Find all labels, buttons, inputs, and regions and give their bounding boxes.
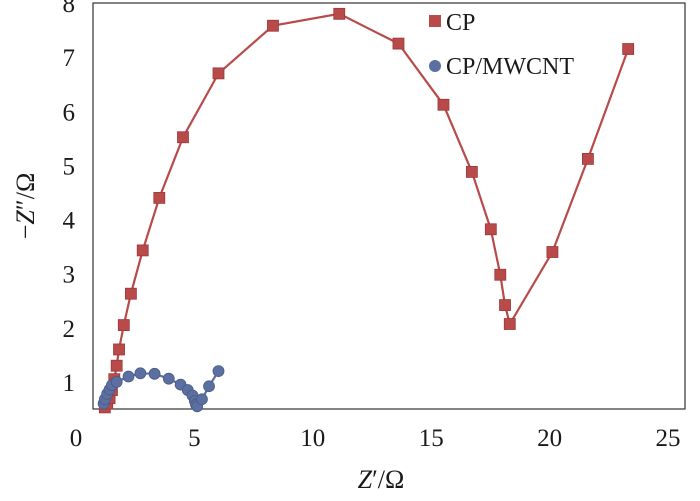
x-axis-title-unit: /Ω <box>378 465 405 494</box>
y-tick-label: 5 <box>63 153 76 180</box>
data-point-cp <box>622 43 635 55</box>
data-point-cp <box>333 7 346 20</box>
data-point-cp <box>177 131 189 144</box>
data-point-cp <box>499 299 511 311</box>
data-point-cp <box>503 318 516 330</box>
y-axis-title-minus: − <box>11 225 40 240</box>
y-tick-labels: 1 2 3 4 5 6 7 8 <box>63 0 76 397</box>
data-point-cp <box>113 343 125 356</box>
x-tick-label: 5 <box>188 425 201 452</box>
data-point-cp <box>110 359 123 372</box>
data-point-cp-mwcnt <box>122 370 135 383</box>
x-axis-title: Z′/Ω <box>358 465 405 494</box>
x-axis-title-prime: ′ <box>372 465 378 494</box>
data-point-cp-mwcnt <box>134 367 147 380</box>
data-point-cp <box>267 19 279 32</box>
x-tick-label: 25 <box>656 425 681 452</box>
y-axis-title: −Z″/Ω <box>11 173 40 240</box>
data-point-cp-mwcnt <box>212 365 225 378</box>
data-point-cp <box>153 191 166 204</box>
y-tick-label: 7 <box>63 45 76 72</box>
data-point-cp <box>582 153 594 165</box>
data-point-cp-mwcnt <box>110 376 123 388</box>
legend-label-cp: CP <box>446 10 475 36</box>
data-point-cp <box>437 98 450 111</box>
data-point-cp <box>465 165 478 178</box>
y-tick-label: 3 <box>63 262 76 289</box>
y-tick-label: 8 <box>63 0 76 18</box>
legend-marker-cp <box>429 15 441 27</box>
data-point-cp <box>136 244 149 257</box>
y-axis-title-unit: /Ω <box>11 173 40 200</box>
legend-label-cp-mwcnt: CP/MWCNT <box>446 54 574 80</box>
series-cp-mwcnt <box>97 365 225 413</box>
data-point-cp <box>494 268 507 281</box>
x-axis-title-z: Z <box>358 465 373 494</box>
data-point-cp-mwcnt <box>148 367 161 380</box>
legend-marker-cp-mwcnt <box>429 60 441 72</box>
data-point-cp <box>212 67 225 80</box>
data-point-cp-mwcnt <box>196 393 208 406</box>
data-point-cp <box>392 37 405 50</box>
y-tick-label: 6 <box>63 99 76 126</box>
y-axis-title-prime: ″ <box>11 199 40 210</box>
data-point-cp <box>546 246 559 258</box>
y-tick-label: 4 <box>63 208 76 235</box>
x-tick-label: 20 <box>537 425 562 452</box>
data-point-cp-mwcnt <box>162 372 175 385</box>
data-point-cp <box>117 319 130 331</box>
x-tick-label: 15 <box>419 425 444 452</box>
data-point-cp-mwcnt <box>203 380 215 393</box>
x-tick-labels: 0 5 10 15 20 25 <box>70 425 681 452</box>
data-point-cp <box>124 287 137 300</box>
legend: CP CP/MWCNT <box>429 10 574 80</box>
series-layer <box>97 7 635 414</box>
y-tick-label: 1 <box>63 370 76 397</box>
y-tick-label: 2 <box>63 316 76 343</box>
x-tick-label: 10 <box>300 425 325 452</box>
y-axis-title-z: Z <box>11 210 40 225</box>
data-point-cp <box>484 223 497 236</box>
plot-frame <box>92 2 686 410</box>
x-tick-label: 0 <box>70 425 83 452</box>
